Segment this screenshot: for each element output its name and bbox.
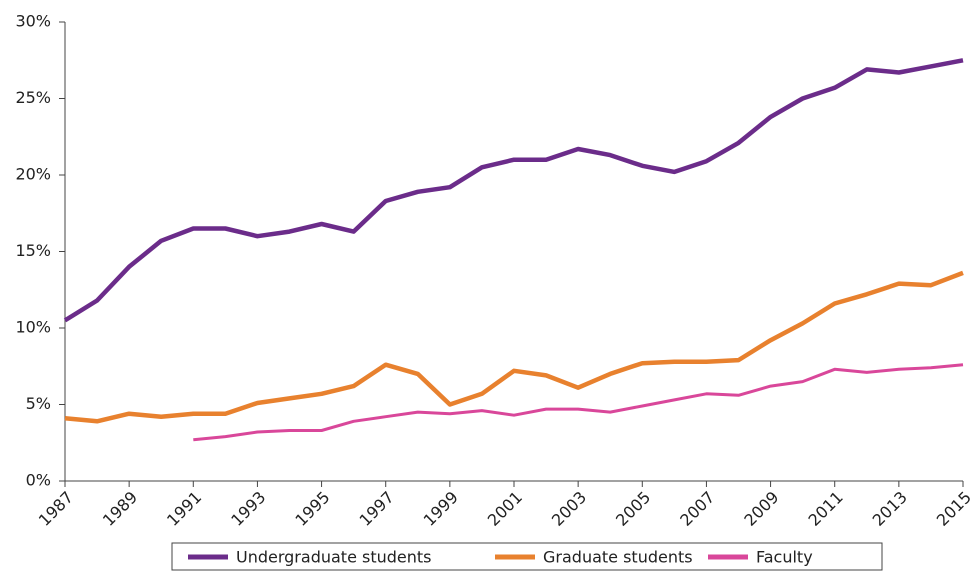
x-tick-label: 1991 [163, 488, 205, 530]
legend-label: Faculty [756, 548, 813, 567]
x-tick-label: 1987 [35, 488, 77, 530]
x-tick-label: 2015 [933, 488, 970, 530]
x-tick-label: 2011 [804, 488, 846, 530]
x-tick-label: 1997 [355, 488, 397, 530]
y-tick-label: 15% [15, 241, 51, 260]
legend: Undergraduate students Graduate students F… [171, 542, 883, 571]
x-tick-label: 2001 [484, 488, 526, 530]
y-tick-label: 5% [26, 394, 51, 413]
x-tick-label: 1995 [291, 488, 333, 530]
x-tick-label: 2003 [548, 488, 590, 530]
y-tick-label: 20% [15, 165, 51, 184]
x-tick-label: 2013 [869, 488, 911, 530]
x-tick-label: 2009 [740, 488, 782, 530]
legend-label: Graduate students [543, 548, 693, 567]
x-tick-label: 1989 [99, 488, 141, 530]
line [193, 363, 964, 442]
x-tick-label: 1993 [227, 488, 269, 530]
y-tick-label: 10% [15, 318, 51, 337]
line [64, 270, 964, 424]
x-tick-label: 1999 [420, 488, 462, 530]
y-tick-label: 0% [26, 471, 51, 490]
y-tick-label: 25% [15, 88, 51, 107]
x-tick-label: 2005 [612, 488, 654, 530]
line [63, 58, 964, 323]
y-tick-label: 30% [15, 12, 51, 31]
legend-label: Undergraduate students [236, 548, 432, 567]
x-tick-label: 2007 [676, 488, 718, 530]
